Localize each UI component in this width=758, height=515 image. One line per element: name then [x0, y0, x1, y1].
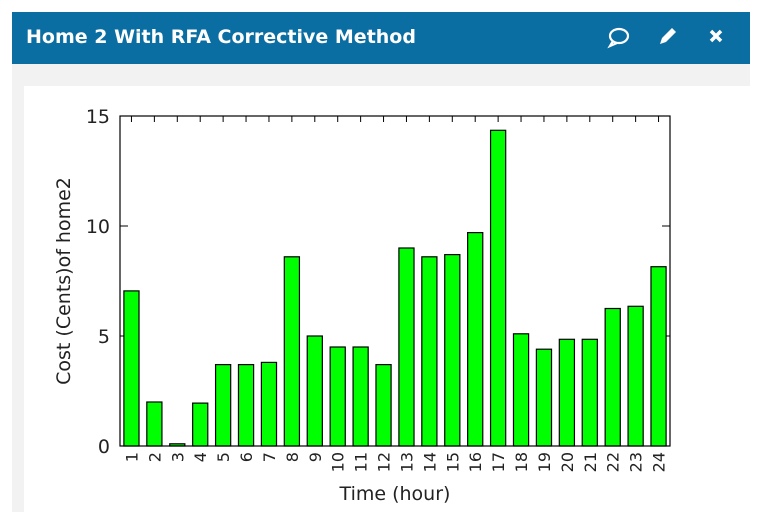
bar: [352, 346, 369, 447]
toolbar: [607, 27, 723, 49]
x-tick-label: 24: [650, 452, 669, 472]
edit-icon[interactable]: [660, 28, 676, 44]
bar: [237, 364, 255, 447]
x-tick-label: 15: [443, 452, 462, 472]
x-tick-label: 9: [306, 452, 325, 462]
bar: [375, 364, 392, 447]
x-tick-label: 22: [604, 452, 623, 472]
bar: [650, 266, 667, 447]
bar: [398, 247, 415, 447]
x-tick-label: 5: [214, 452, 233, 462]
x-tick-label: 12: [375, 452, 394, 472]
bar: [123, 290, 140, 447]
x-tick-label: 18: [512, 452, 531, 472]
bar: [192, 402, 209, 447]
x-tick-label: 7: [260, 452, 279, 462]
bar: [558, 338, 576, 447]
bar: [535, 348, 553, 447]
y-tick-label: 0: [98, 436, 110, 458]
bar: [214, 364, 232, 447]
bar: [444, 254, 461, 447]
bar: [467, 232, 484, 447]
x-tick-label: 1: [122, 452, 141, 462]
x-tick-label: 2: [145, 452, 164, 462]
y-tick-label: 5: [98, 326, 110, 348]
x-tick-label: 19: [535, 452, 554, 472]
bar: [260, 361, 278, 447]
bar: [283, 256, 301, 447]
plot-frame: [119, 115, 671, 447]
x-tick-label: 16: [466, 452, 485, 472]
x-tick-label: 20: [558, 452, 577, 472]
x-tick-label: 21: [581, 452, 600, 472]
bar: [581, 338, 598, 447]
panel-title: Home 2 With RFA Corrective Method: [26, 26, 416, 48]
x-tick-label: 14: [420, 452, 439, 472]
bar: [306, 335, 323, 447]
x-tick-label: 13: [397, 452, 416, 472]
x-tick-label: 3: [168, 452, 187, 462]
bar: [329, 346, 346, 447]
x-tick-label: 10: [329, 452, 348, 472]
y-tick-label: 15: [86, 106, 110, 128]
x-tick-label: 11: [352, 452, 371, 472]
bar: [512, 333, 530, 447]
x-tick-label: 23: [627, 452, 646, 472]
bar: [627, 305, 644, 447]
bar: [489, 129, 507, 447]
bar: [421, 256, 438, 447]
bar: [146, 401, 163, 447]
comment-icon[interactable]: [607, 27, 630, 49]
bar: [604, 307, 621, 447]
panel-header: Home 2 With RFA Corrective Method: [12, 12, 750, 64]
x-axis-label: Time (hour): [339, 483, 451, 505]
close-icon[interactable]: [709, 29, 723, 43]
x-tick-label: 6: [237, 452, 256, 462]
x-tick-label: 8: [283, 452, 302, 462]
y-tick-label: 10: [86, 216, 110, 238]
x-tick-label: 4: [191, 452, 210, 462]
y-axis-label: Cost (Cents)of home2: [53, 177, 75, 385]
x-tick-label: 17: [489, 452, 508, 472]
